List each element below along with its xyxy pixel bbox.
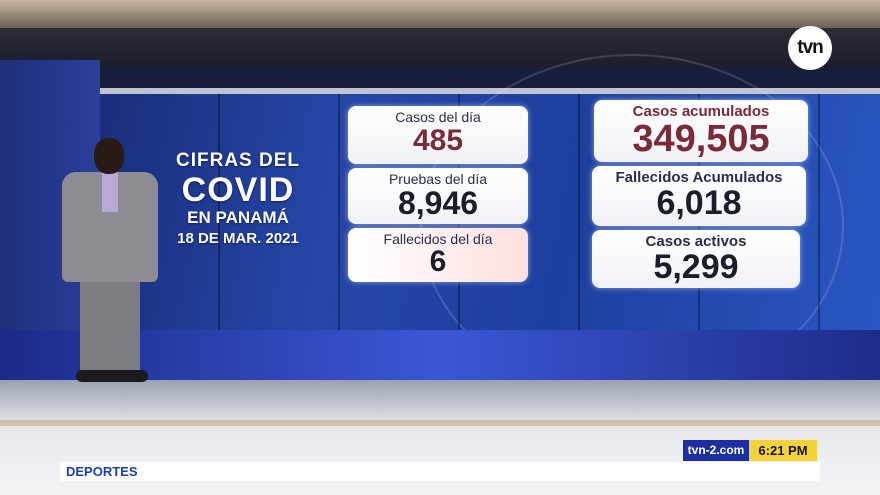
- website-badge: tvn-2.com: [683, 440, 749, 461]
- stat-casos-activos: Casos activos 5,299: [592, 230, 800, 288]
- covid-title: CIFRAS DEL COVID EN PANAMÁ 18 DE MAR. 20…: [168, 150, 308, 247]
- stat-fallecidos-dia: Fallecidos del día 6: [348, 228, 528, 282]
- ceiling: [0, 0, 880, 28]
- lower-third-label: DEPORTES: [66, 464, 138, 479]
- stat-casos-acumulados: Casos acumulados 349,505: [594, 100, 808, 162]
- title-date: 18 DE MAR. 2021: [177, 230, 299, 247]
- stat-value: 5,299: [653, 248, 739, 286]
- stat-value: 8,946: [397, 185, 479, 221]
- stat-casos-dia: Casos del día 485: [348, 106, 528, 164]
- stat-label: Pruebas del día: [388, 171, 488, 187]
- tvn-logo: tvn: [788, 26, 832, 70]
- stat-fallecidos-acumulados: Fallecidos Acumulados 6,018: [592, 166, 806, 226]
- presenter-shirt: [102, 172, 118, 212]
- stat-value: 6,018: [656, 184, 742, 222]
- stat-label: Fallecidos Acumulados: [615, 169, 783, 186]
- presenter: [58, 138, 168, 388]
- floor-stripe: [0, 420, 880, 426]
- stat-value: 485: [412, 124, 464, 157]
- lower-third-bar: [60, 462, 820, 481]
- stat-label: Casos activos: [645, 233, 747, 250]
- stat-value: 349,505: [632, 118, 770, 160]
- presenter-head: [94, 138, 124, 174]
- stat-label: Casos acumulados: [632, 103, 770, 120]
- stat-label: Casos del día: [395, 109, 481, 125]
- ceiling-shadow: [0, 28, 880, 68]
- presenter-legs: [80, 278, 140, 374]
- title-line1: CIFRAS DEL: [176, 150, 300, 171]
- stat-pruebas-dia: Pruebas del día 8,946: [348, 168, 528, 224]
- title-line2: COVID: [181, 171, 295, 209]
- time-badge: 6:21 PM: [749, 440, 817, 461]
- presenter-shoes: [76, 370, 148, 382]
- stat-label: Fallecidos del día: [383, 231, 493, 247]
- stat-value: 6: [429, 245, 447, 278]
- title-line3: EN PANAMÁ: [187, 208, 289, 227]
